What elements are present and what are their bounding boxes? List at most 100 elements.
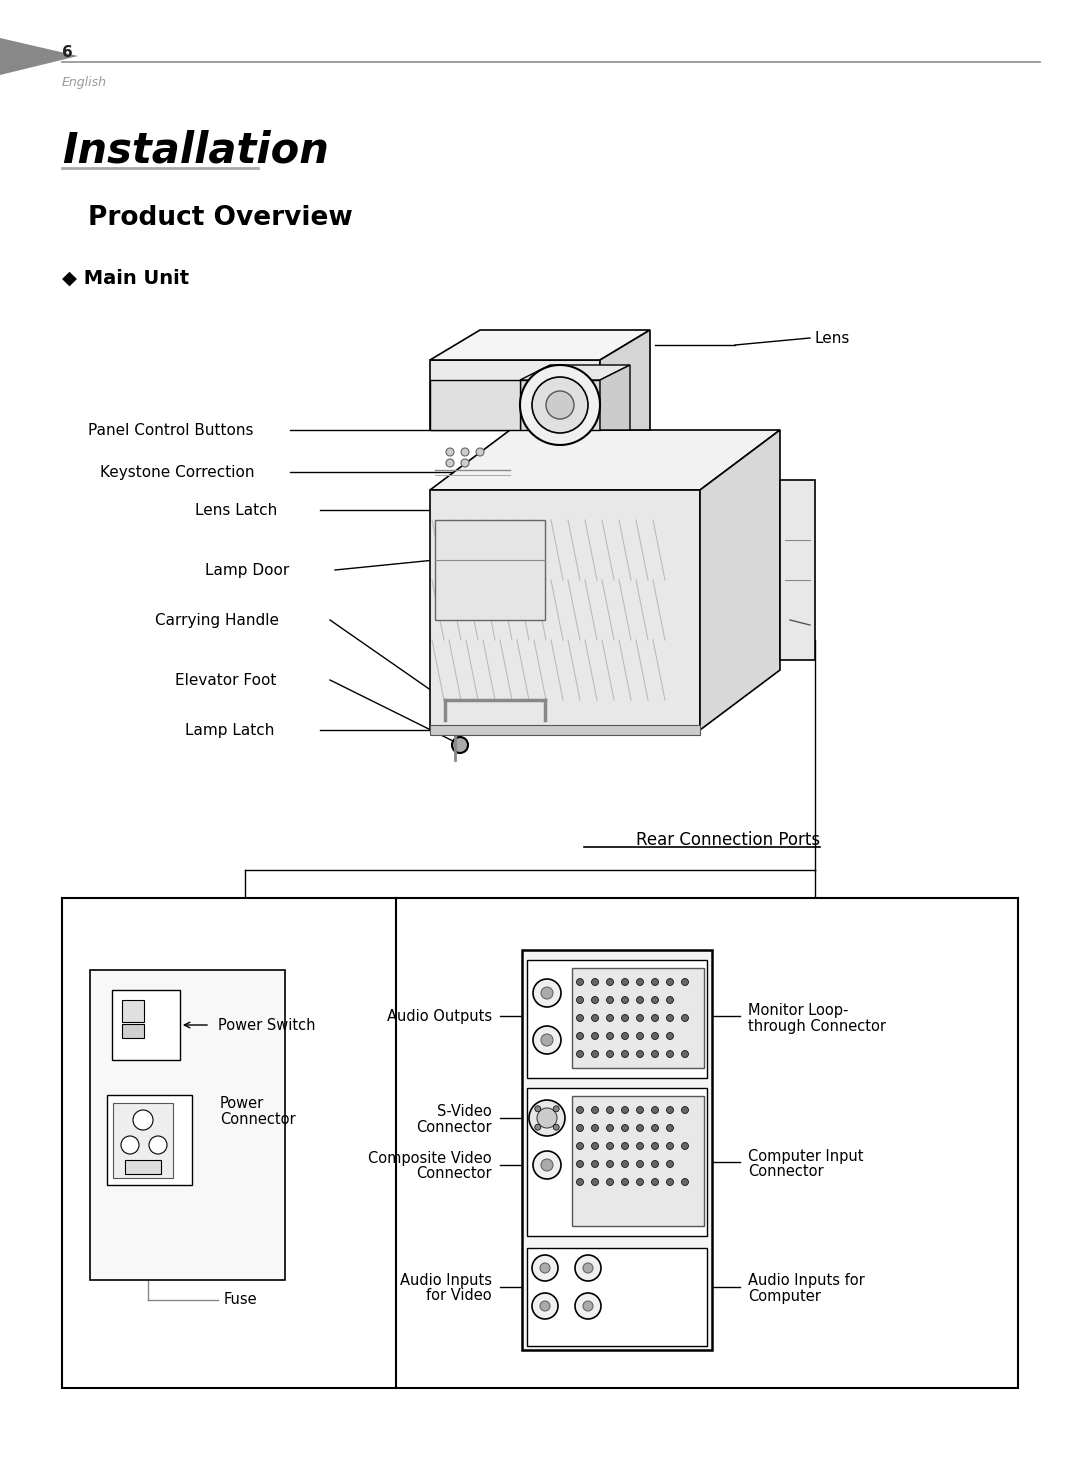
Circle shape [621,979,629,986]
Circle shape [621,1107,629,1113]
Circle shape [532,1293,558,1320]
Circle shape [534,1151,561,1179]
Circle shape [577,1051,583,1057]
Circle shape [592,1178,598,1185]
Circle shape [592,1107,598,1113]
Circle shape [546,391,573,419]
Circle shape [541,987,553,999]
Polygon shape [0,38,78,75]
Circle shape [541,1035,553,1046]
Circle shape [461,449,469,456]
Circle shape [534,979,561,1007]
Circle shape [651,1178,659,1185]
Bar [527,959,707,1077]
Circle shape [577,1107,583,1113]
Circle shape [541,1159,553,1170]
Circle shape [133,1110,153,1131]
Text: Monitor Loop-: Monitor Loop- [748,1002,849,1017]
Circle shape [577,1033,583,1039]
Text: Connector: Connector [748,1165,824,1179]
Circle shape [577,1014,583,1021]
Circle shape [666,1033,674,1039]
Circle shape [592,1051,598,1057]
Text: Connector: Connector [220,1113,296,1128]
Circle shape [651,1033,659,1039]
Circle shape [577,1160,583,1168]
Circle shape [532,376,588,432]
Bar [572,968,704,1069]
Circle shape [577,1178,583,1185]
Bar [125,1160,161,1173]
Circle shape [666,1107,674,1113]
Bar [122,1024,144,1038]
Circle shape [666,1051,674,1057]
Circle shape [607,1051,613,1057]
Text: Audio Outputs: Audio Outputs [387,1008,492,1023]
Circle shape [583,1300,593,1311]
Circle shape [121,1137,139,1154]
Circle shape [636,996,644,1004]
Text: Installation: Installation [62,128,329,171]
Circle shape [575,1255,600,1281]
Polygon shape [600,365,630,430]
Text: Composite Video: Composite Video [368,1150,492,1166]
Text: Rear Connection Ports: Rear Connection Ports [636,831,820,849]
Text: Elevator Foot: Elevator Foot [175,673,276,688]
Circle shape [446,449,454,456]
Circle shape [636,1160,644,1168]
Bar [107,1095,192,1185]
Circle shape [577,1142,583,1150]
Text: Power Switch: Power Switch [218,1017,315,1033]
Text: o: o [131,1026,136,1036]
Circle shape [540,1263,550,1272]
Text: Computer: Computer [748,1289,821,1303]
Bar [122,1001,144,1021]
Circle shape [607,1033,613,1039]
Circle shape [592,979,598,986]
Circle shape [651,1160,659,1168]
Circle shape [540,1300,550,1311]
Circle shape [651,1014,659,1021]
Text: Connector: Connector [417,1166,492,1181]
Circle shape [607,1142,613,1150]
Circle shape [681,1142,689,1150]
Text: Fuse: Fuse [224,1293,258,1308]
Bar [522,951,712,1351]
Circle shape [636,1107,644,1113]
Text: for Video: for Video [427,1289,492,1303]
Circle shape [636,1014,644,1021]
Bar [62,897,1018,1387]
Text: I: I [132,1001,135,1011]
Text: Carrying Handle: Carrying Handle [156,613,279,627]
Polygon shape [519,365,630,379]
Circle shape [592,1160,598,1168]
Circle shape [666,979,674,986]
Circle shape [636,1033,644,1039]
Bar [430,725,700,735]
Circle shape [537,1108,557,1128]
Circle shape [577,979,583,986]
Bar [527,1249,707,1346]
Circle shape [621,1125,629,1132]
Circle shape [607,1178,613,1185]
Circle shape [636,979,644,986]
Circle shape [519,365,600,444]
Text: English: English [62,75,107,89]
Text: Product Overview: Product Overview [87,205,353,232]
Circle shape [592,1033,598,1039]
Circle shape [651,996,659,1004]
Polygon shape [600,331,650,430]
Text: Panel Control Buttons: Panel Control Buttons [87,422,254,437]
Circle shape [534,1026,561,1054]
Circle shape [666,1014,674,1021]
Polygon shape [430,490,700,731]
Circle shape [577,996,583,1004]
Text: Lamp Door: Lamp Door [205,562,289,577]
Circle shape [681,1014,689,1021]
Bar [112,990,180,1060]
Circle shape [607,1125,613,1132]
Circle shape [607,1160,613,1168]
Circle shape [621,1160,629,1168]
Circle shape [535,1106,541,1111]
Circle shape [535,1125,541,1131]
